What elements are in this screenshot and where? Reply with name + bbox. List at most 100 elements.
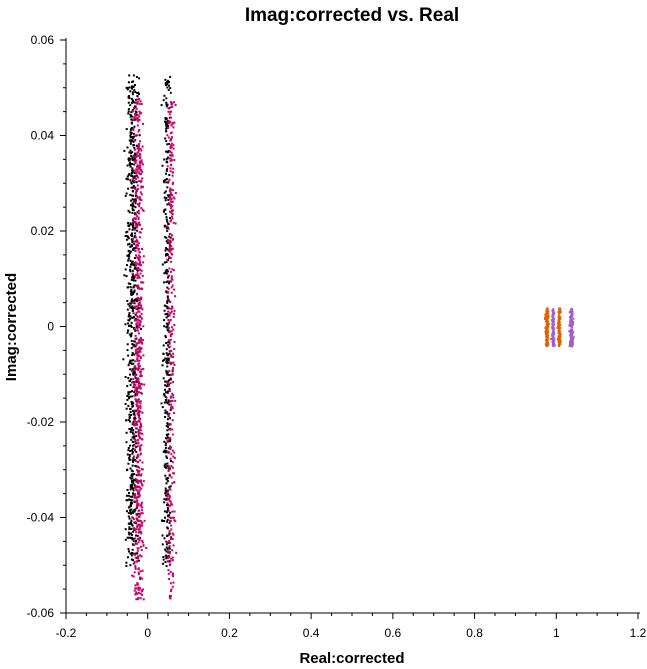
data-point: [125, 494, 128, 497]
data-point: [140, 370, 142, 373]
data-point: [133, 381, 136, 383]
data-point: [169, 154, 172, 157]
data-point: [132, 80, 135, 83]
data-point: [128, 492, 130, 494]
data-point: [166, 295, 169, 298]
data-point: [141, 483, 143, 486]
data-point: [135, 299, 138, 302]
x-tick-label: 0.4: [303, 626, 320, 640]
data-point: [166, 291, 169, 294]
data-point: [138, 480, 141, 483]
data-point: [130, 291, 133, 294]
data-point: [171, 373, 174, 376]
data-point: [131, 194, 134, 197]
data-point: [142, 480, 145, 483]
data-point: [570, 341, 573, 344]
data-point: [133, 343, 136, 346]
data-point: [129, 486, 132, 489]
data-point: [132, 540, 135, 543]
data-point: [169, 460, 172, 462]
data-point: [133, 560, 136, 563]
data-point: [572, 330, 575, 333]
data-point: [167, 276, 169, 279]
data-point: [168, 174, 171, 176]
data-point: [129, 270, 132, 273]
data-point: [135, 178, 138, 181]
data-point: [168, 487, 171, 490]
data-point: [132, 144, 135, 147]
data-point: [128, 163, 131, 165]
data-point: [142, 354, 145, 357]
data-point: [162, 377, 165, 380]
data-point: [133, 298, 136, 301]
data-point: [130, 288, 133, 291]
data-point: [132, 140, 135, 143]
data-point: [558, 345, 560, 347]
data-point: [173, 312, 175, 315]
data-point: [546, 307, 549, 310]
data-point: [141, 461, 144, 464]
data-point: [137, 165, 140, 168]
data-point: [140, 487, 143, 490]
data-point: [131, 298, 134, 301]
data-point: [141, 569, 144, 572]
data-point: [127, 404, 130, 407]
data-point: [167, 339, 170, 342]
data-point: [137, 482, 140, 484]
data-point: [137, 571, 140, 574]
data-point: [168, 547, 171, 550]
data-point: [127, 531, 130, 534]
data-point: [129, 142, 132, 145]
data-point: [130, 521, 132, 524]
data-point: [131, 473, 134, 476]
data-point: [141, 317, 143, 320]
data-point: [138, 299, 141, 302]
data-point: [131, 169, 134, 172]
data-point: [546, 312, 549, 315]
data-point: [166, 186, 169, 189]
data-point: [167, 195, 170, 198]
data-point: [171, 532, 174, 535]
data-point: [128, 517, 131, 520]
data-point: [168, 81, 170, 83]
data-point: [126, 164, 129, 167]
data-point: [141, 506, 144, 509]
data-point: [130, 519, 133, 522]
data-point: [165, 342, 168, 344]
data-point: [140, 425, 143, 428]
data-point: [128, 526, 131, 529]
data-point: [167, 423, 170, 426]
data-point: [551, 337, 554, 340]
data-point: [172, 575, 174, 578]
data-point: [127, 391, 130, 394]
data-point: [130, 263, 132, 266]
data-point: [127, 550, 130, 553]
data-point: [135, 311, 138, 314]
data-point: [170, 524, 173, 527]
data-point: [131, 261, 133, 264]
data-point: [162, 353, 165, 355]
data-point: [131, 390, 133, 393]
data-point: [132, 447, 134, 450]
data-point: [140, 207, 143, 210]
data-point: [136, 392, 139, 395]
data-point: [138, 326, 141, 329]
data-point: [133, 484, 136, 487]
data-point: [139, 410, 142, 413]
data-point: [164, 416, 166, 418]
data-point: [164, 474, 167, 477]
data-point: [133, 155, 136, 158]
data-point: [127, 329, 130, 332]
data-point: [569, 335, 572, 338]
data-point: [141, 341, 143, 344]
data-point: [136, 318, 139, 321]
data-point: [135, 190, 138, 193]
data-point: [137, 520, 140, 523]
data-point: [167, 227, 170, 230]
data-point: [129, 476, 132, 479]
data-point: [139, 264, 142, 267]
data-point: [134, 438, 137, 441]
data-point: [168, 578, 171, 580]
data-point: [172, 196, 175, 199]
x-tick-label: 1.2: [630, 626, 647, 640]
